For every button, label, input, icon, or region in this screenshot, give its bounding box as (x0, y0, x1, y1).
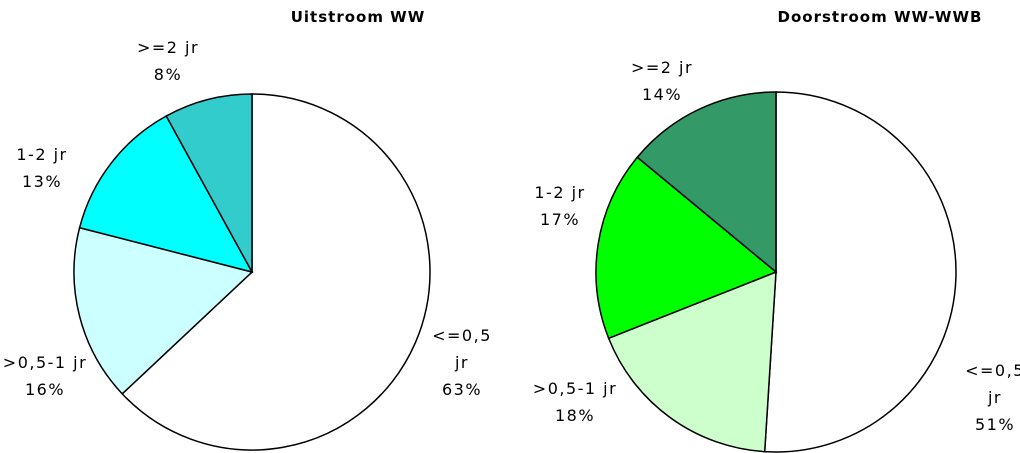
chart-title: Uitstroom WW (290, 8, 426, 26)
slice-value: 14% (641, 85, 683, 104)
slice-category: <=0,5 jr (432, 326, 492, 372)
slice-category: 1-2 jr (16, 145, 68, 164)
slice-value: 17% (539, 210, 581, 229)
pie-slice (165, 93, 253, 273)
pie-slice (607, 270, 777, 453)
slice-category: 1-2 jr (534, 183, 586, 202)
pie-slice (121, 93, 431, 451)
pie-slice (73, 226, 254, 395)
chart-title: Doorstroom WW-WWB (777, 8, 983, 26)
pie-slice (78, 114, 254, 274)
slice-value: 18% (554, 406, 596, 425)
slice-value: 63% (441, 380, 483, 399)
pie-slice (636, 91, 777, 274)
slice-value: 8% (153, 65, 183, 84)
slice-category: <=0,5 jr (965, 361, 1020, 407)
slice-value: 13% (21, 172, 63, 191)
pie-slice (595, 156, 778, 340)
slice-category: >0,5-1 jr (532, 379, 618, 398)
pie-slice (763, 91, 957, 453)
slice-category: >0,5-1 jr (2, 353, 88, 372)
slice-value: 51% (974, 415, 1016, 434)
slice-category: >=2 jr (136, 38, 200, 57)
slice-category: >=2 jr (630, 58, 694, 77)
slice-value: 16% (24, 380, 66, 399)
